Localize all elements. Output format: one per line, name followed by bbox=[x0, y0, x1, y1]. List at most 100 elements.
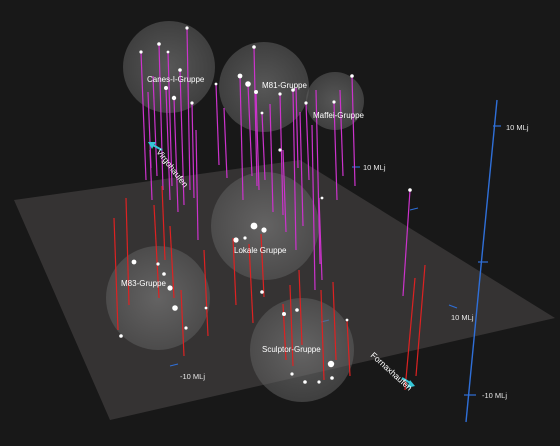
galaxy-stem bbox=[282, 149, 287, 233]
sphere-sculptor bbox=[250, 298, 354, 402]
galaxy-stem bbox=[402, 189, 411, 297]
galaxy-stem bbox=[415, 264, 426, 377]
galaxy-dot bbox=[214, 82, 218, 86]
galaxy-stem bbox=[180, 289, 185, 357]
galaxy-dot bbox=[184, 326, 188, 330]
galaxy-dot bbox=[254, 90, 258, 94]
label-sculptor-group: Sculptor-Gruppe bbox=[262, 345, 321, 354]
galaxy-stem bbox=[195, 129, 199, 241]
galaxy-dot bbox=[345, 318, 349, 322]
galaxy-stem bbox=[332, 281, 337, 361]
galaxy-dot bbox=[252, 45, 256, 49]
galaxy-dot bbox=[250, 222, 258, 230]
galaxy-stem bbox=[152, 75, 158, 177]
sphere-local bbox=[211, 172, 319, 280]
virgo-arrow-icon bbox=[148, 142, 163, 151]
galaxy-stem bbox=[223, 107, 228, 179]
galaxy-dot bbox=[261, 227, 267, 233]
galaxy-dot bbox=[320, 196, 324, 200]
axis-label-plane-right: 10 MLj bbox=[451, 313, 474, 322]
galaxy-dot bbox=[295, 308, 299, 312]
galaxy-dot bbox=[291, 88, 295, 92]
galaxy-stem bbox=[298, 269, 303, 346]
galaxy-stem bbox=[320, 289, 325, 381]
galaxy-dot bbox=[330, 376, 334, 380]
galaxy-stem bbox=[404, 277, 416, 391]
galaxy-dot bbox=[139, 50, 143, 54]
galaxy-stem bbox=[318, 197, 323, 281]
galaxy-dot bbox=[304, 101, 308, 105]
galaxy-stem bbox=[167, 51, 173, 187]
galaxy-stem bbox=[295, 87, 299, 169]
axis-label-z-top: 10 MLj bbox=[506, 123, 529, 132]
axis-label-plane-left: -10 MLj bbox=[180, 372, 205, 381]
label-maffei-group: Maffei-Gruppe bbox=[313, 111, 365, 120]
galaxy-stem bbox=[165, 87, 171, 201]
galaxy-stems bbox=[113, 27, 426, 391]
label-canes-group: Canes-I-Gruppe bbox=[147, 75, 205, 84]
galaxy-stem bbox=[215, 83, 220, 166]
galaxy-dot bbox=[190, 101, 194, 105]
galaxy-stem bbox=[299, 111, 304, 227]
galaxy-stem bbox=[173, 97, 179, 213]
galaxy-stem bbox=[140, 51, 147, 181]
galaxy-dot bbox=[260, 290, 264, 294]
galaxy-dot bbox=[408, 188, 412, 192]
galaxy-dot bbox=[233, 237, 239, 243]
axis-label-z-bottom: -10 MLj bbox=[482, 391, 507, 400]
galaxy-dots bbox=[119, 26, 412, 384]
galaxy-stem bbox=[203, 249, 209, 337]
axis-label-mid-right: 10 MLj bbox=[363, 163, 386, 172]
galaxy-stem bbox=[169, 225, 175, 299]
sphere-m83 bbox=[106, 246, 210, 350]
fornax-arrow-icon bbox=[401, 377, 415, 388]
galaxy-dot bbox=[350, 74, 354, 78]
galaxy-dot bbox=[164, 86, 168, 90]
galaxy-dot bbox=[278, 92, 282, 96]
galaxy-stem bbox=[125, 197, 130, 306]
galaxy-dot bbox=[245, 81, 251, 87]
galaxy-dot bbox=[171, 95, 177, 101]
galaxy-stem bbox=[269, 103, 274, 213]
galaxy-stem bbox=[239, 75, 244, 201]
galaxy-stem bbox=[191, 102, 195, 199]
galaxy-stem bbox=[232, 237, 237, 306]
reference-plane bbox=[14, 160, 555, 420]
galaxy-dot bbox=[167, 285, 173, 291]
galaxy-dot bbox=[185, 26, 189, 30]
galaxy-stem bbox=[247, 83, 253, 177]
galaxy-dot bbox=[131, 259, 137, 265]
galaxy-dot bbox=[157, 42, 161, 46]
vertical-axis bbox=[464, 99, 501, 423]
galaxy-stem bbox=[149, 149, 153, 201]
galaxy-stem bbox=[255, 91, 260, 191]
galaxy-stem bbox=[253, 46, 258, 187]
galaxy-stem bbox=[351, 75, 356, 187]
galaxy-dot bbox=[260, 111, 264, 115]
galaxy-stem bbox=[339, 89, 344, 177]
galaxy-stem bbox=[153, 204, 160, 299]
galaxy-stem bbox=[311, 124, 316, 291]
galaxy-stem bbox=[289, 284, 294, 367]
galaxy-dot bbox=[327, 360, 335, 368]
galaxy-stem bbox=[333, 101, 338, 201]
galaxy-stem bbox=[161, 185, 166, 261]
galaxy-stem bbox=[186, 27, 191, 191]
galaxy-dot bbox=[162, 272, 166, 276]
galaxy-dot bbox=[156, 262, 160, 266]
galaxy-stem bbox=[261, 112, 266, 181]
galaxy-stem bbox=[305, 102, 310, 181]
galaxy-dot bbox=[332, 100, 336, 104]
galaxy-dot bbox=[278, 148, 282, 152]
galaxy-dot bbox=[119, 334, 123, 338]
galaxy-stem bbox=[292, 89, 297, 251]
label-m81-group: M81-Gruppe bbox=[262, 81, 307, 90]
galaxy-stem bbox=[279, 93, 284, 216]
galaxy-stem bbox=[315, 89, 321, 265]
galaxy-dot bbox=[237, 73, 243, 79]
label-m83-group: M83-Gruppe bbox=[121, 279, 166, 288]
galaxy-stem bbox=[158, 43, 164, 191]
galaxy-dot bbox=[317, 380, 321, 384]
